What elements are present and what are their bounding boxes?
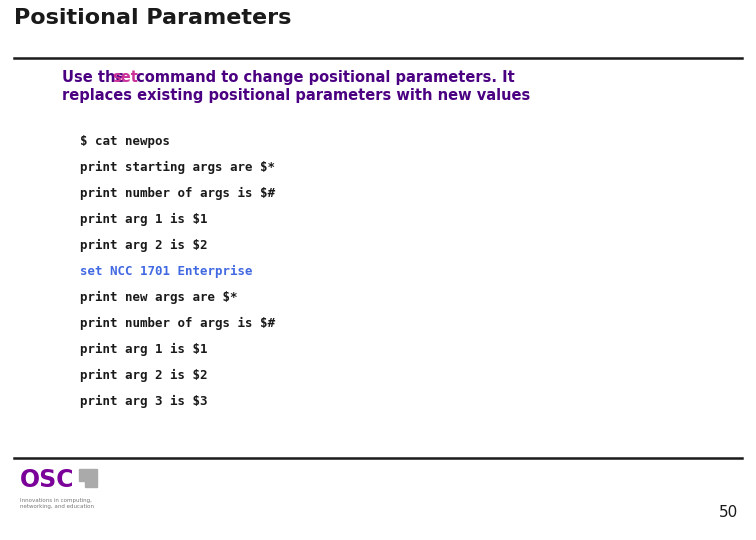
Text: print number of args is $#: print number of args is $#: [80, 317, 275, 330]
Text: 50: 50: [719, 505, 738, 520]
Text: set NCC 1701 Enterprise: set NCC 1701 Enterprise: [80, 265, 253, 278]
Text: print arg 2 is $2: print arg 2 is $2: [80, 369, 207, 382]
Text: print new args are $*: print new args are $*: [80, 291, 237, 304]
Text: print arg 3 is $3: print arg 3 is $3: [80, 395, 207, 408]
Text: Innovations in computing,
networking, and education: Innovations in computing, networking, an…: [20, 498, 94, 509]
Text: OSC: OSC: [20, 468, 75, 492]
Text: command to change positional parameters. It: command to change positional parameters.…: [132, 70, 515, 85]
Text: print starting args are $*: print starting args are $*: [80, 161, 275, 174]
Text: print arg 2 is $2: print arg 2 is $2: [80, 239, 207, 252]
Text: Use the: Use the: [62, 70, 131, 85]
Text: print arg 1 is $1: print arg 1 is $1: [80, 213, 207, 226]
Text: $ cat newpos: $ cat newpos: [80, 135, 170, 148]
Text: Positional Parameters: Positional Parameters: [14, 8, 291, 28]
Text: print arg 1 is $1: print arg 1 is $1: [80, 343, 207, 356]
Text: replaces existing positional parameters with new values: replaces existing positional parameters …: [62, 88, 530, 103]
Text: print number of args is $#: print number of args is $#: [80, 187, 275, 200]
Text: set: set: [113, 70, 138, 85]
